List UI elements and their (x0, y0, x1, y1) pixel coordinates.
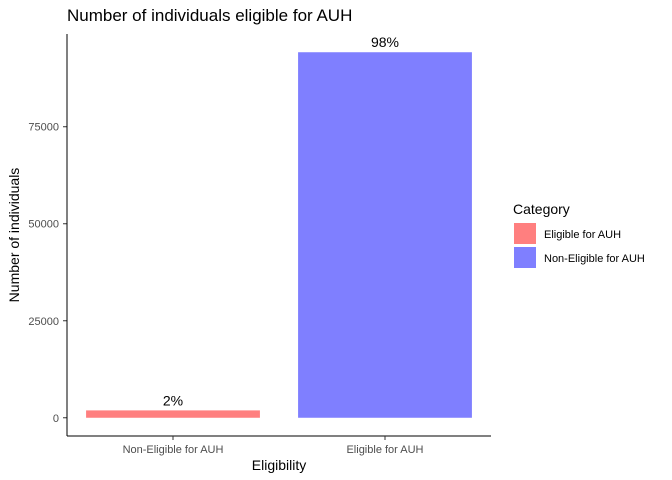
data-labels: 2% 98% (163, 34, 399, 408)
bar (298, 52, 472, 418)
legend-title: Category (513, 201, 570, 217)
legend-entries: Eligible for AUH Non-Eligible for AUH (514, 223, 645, 268)
x-axis-title: Eligibility (252, 457, 306, 473)
y-axis-title: Number of individuals (6, 168, 22, 303)
y-axis-ticks: 0 25000 50000 75000 (28, 122, 67, 425)
y-tick-label: 50000 (28, 219, 59, 231)
legend: Category Eligible for AUH Non-Eligible fo… (513, 201, 645, 268)
legend-swatch (514, 223, 536, 244)
data-label: 2% (163, 392, 183, 408)
data-label: 98% (371, 34, 399, 50)
bar (86, 410, 260, 418)
y-tick-label: 25000 (28, 316, 59, 328)
y-tick-label: 75000 (28, 122, 59, 134)
y-tick-label: 0 (53, 413, 59, 425)
x-tick-label: Eligible for AUH (346, 444, 423, 456)
x-tick-label: Non-Eligible for AUH (123, 444, 224, 456)
legend-label: Non-Eligible for AUH (544, 253, 645, 265)
bars (86, 52, 472, 418)
legend-label: Eligible for AUH (544, 229, 621, 241)
chart-title: Number of individuals eligible for AUH (67, 6, 352, 25)
legend-swatch (514, 247, 536, 268)
x-axis-ticks: Non-Eligible for AUH Eligible for AUH (123, 436, 424, 456)
